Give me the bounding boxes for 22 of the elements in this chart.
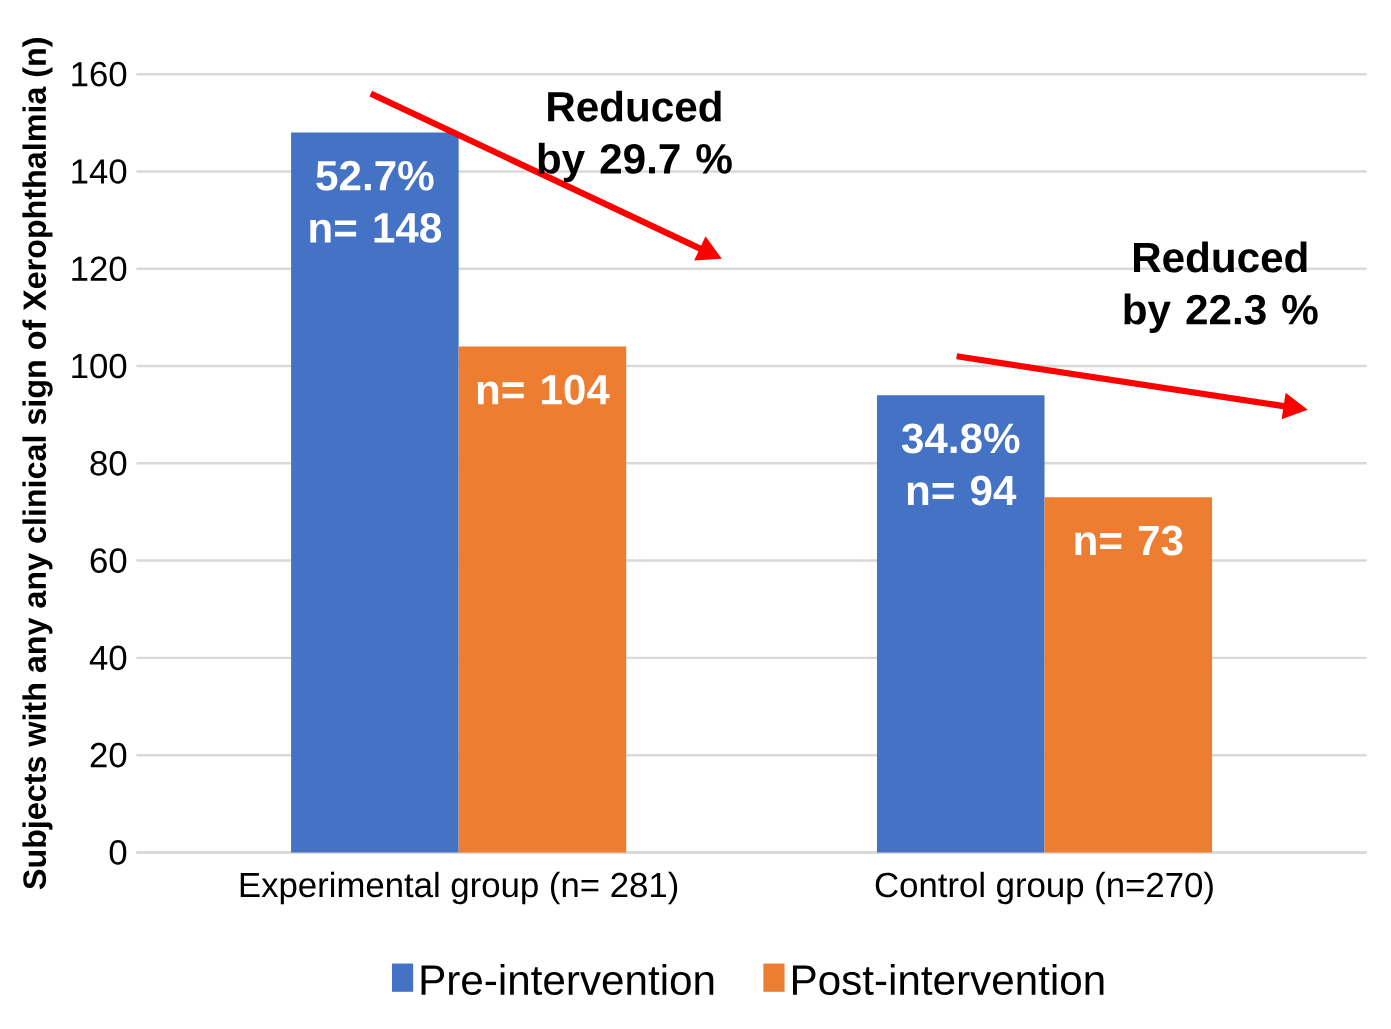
x-tick-label: Experimental group (n= 281) <box>240 871 678 904</box>
x-tick-label: Control group (n=270) <box>875 871 1213 904</box>
legend-label: Post-intervention <box>793 963 1104 995</box>
y-axis-title: Subjects with any any clinical sign of Xerophthalmia (n) <box>22 37 53 889</box>
y-tick-label: 160 <box>72 61 127 87</box>
data-label: n= 104 <box>477 374 610 405</box>
y-tick-label: 40 <box>89 645 127 670</box>
y-tick-label: 0 <box>109 839 127 865</box>
y-tick-label: 140 <box>72 158 127 184</box>
y-tick-label: 60 <box>90 548 127 573</box>
y-tick-label: 100 <box>72 353 127 379</box>
bar <box>458 346 627 853</box>
data-label: 34.8% n= 94 <box>901 423 1020 506</box>
annotation: Reduced by 22.3 % <box>1124 241 1318 333</box>
y-tick-label: 80 <box>90 450 127 476</box>
legend-label: Pre-intervention <box>421 963 714 995</box>
y-tick-label: 120 <box>72 256 127 281</box>
data-label: n= 73 <box>1075 525 1183 556</box>
y-tick-label: 20 <box>90 742 127 768</box>
bar <box>1044 497 1213 853</box>
data-label: 52.7% n= 148 <box>310 160 442 243</box>
annotation: Reduced by 29.7 % <box>538 90 732 182</box>
